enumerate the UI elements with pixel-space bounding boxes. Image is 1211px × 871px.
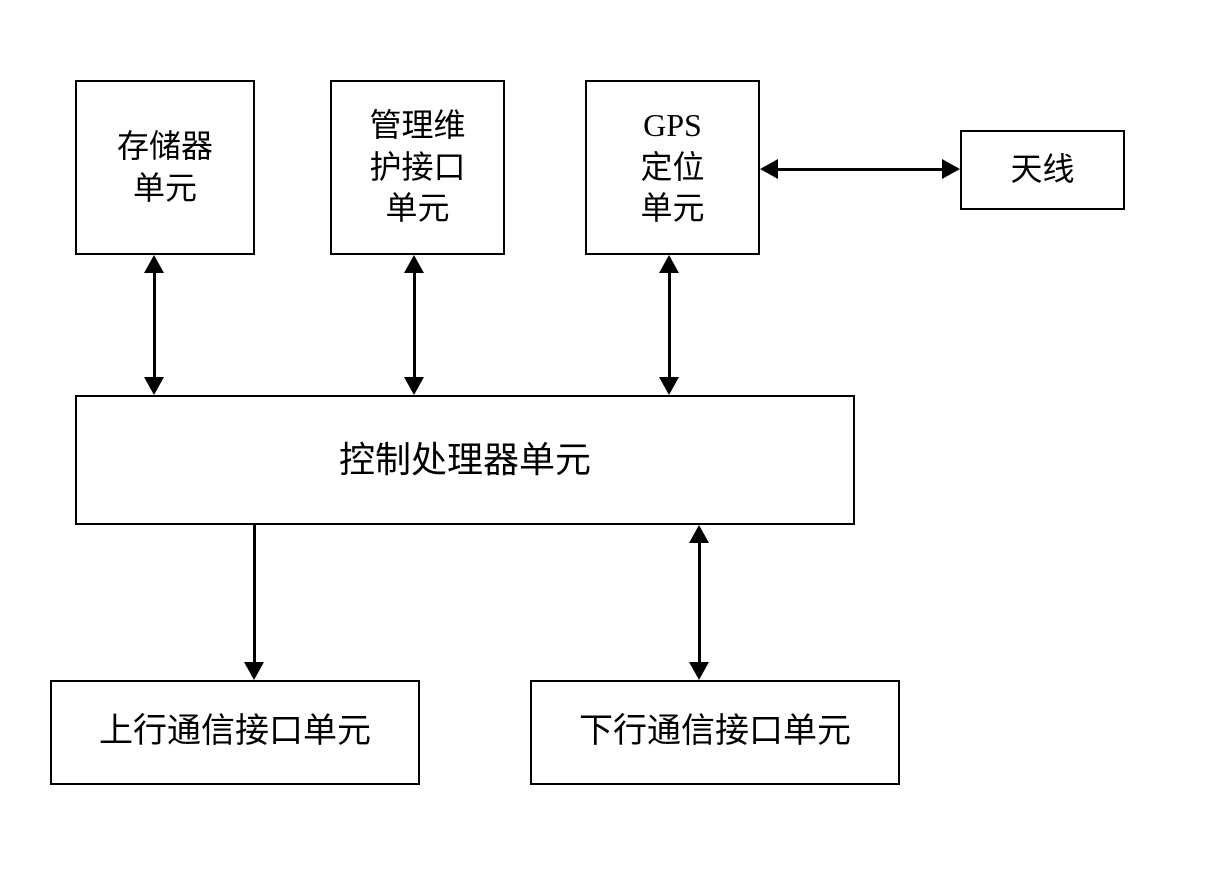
gps-unit-box: GPS 定位 单元 [585, 80, 760, 255]
controller-unit-label: 控制处理器单元 [339, 437, 591, 484]
arrow-controller-downlink [698, 543, 701, 662]
arrow-head-management-down [404, 377, 424, 395]
arrow-head-management-up [404, 255, 424, 273]
arrow-head-downlink-down [689, 662, 709, 680]
memory-unit-label: 存储器 单元 [117, 126, 213, 209]
gps-unit-label: GPS 定位 单元 [640, 105, 704, 230]
downlink-unit-label: 下行通信接口单元 [579, 710, 851, 754]
management-unit-label: 管理维 护接口 单元 [369, 105, 465, 230]
arrow-management-controller [413, 273, 416, 377]
arrow-head-gps-antenna-left [760, 159, 778, 179]
arrow-head-gps-down [659, 377, 679, 395]
memory-unit-box: 存储器 单元 [75, 80, 255, 255]
arrow-head-gps-up [659, 255, 679, 273]
uplink-unit-label: 上行通信接口单元 [99, 710, 371, 754]
antenna-box: 天线 [960, 130, 1125, 210]
arrow-memory-controller [153, 273, 156, 377]
antenna-label: 天线 [1010, 149, 1074, 191]
uplink-unit-box: 上行通信接口单元 [50, 680, 420, 785]
arrow-gps-controller [668, 273, 671, 377]
arrow-head-gps-antenna-right [942, 159, 960, 179]
arrow-gps-antenna [778, 168, 942, 171]
arrow-head-memory-down [144, 377, 164, 395]
controller-unit-box: 控制处理器单元 [75, 395, 855, 525]
arrow-head-downlink-up [689, 525, 709, 543]
arrow-controller-uplink [253, 525, 256, 662]
arrow-head-uplink-down [244, 662, 264, 680]
management-unit-box: 管理维 护接口 单元 [330, 80, 505, 255]
arrow-head-memory-up [144, 255, 164, 273]
downlink-unit-box: 下行通信接口单元 [530, 680, 900, 785]
